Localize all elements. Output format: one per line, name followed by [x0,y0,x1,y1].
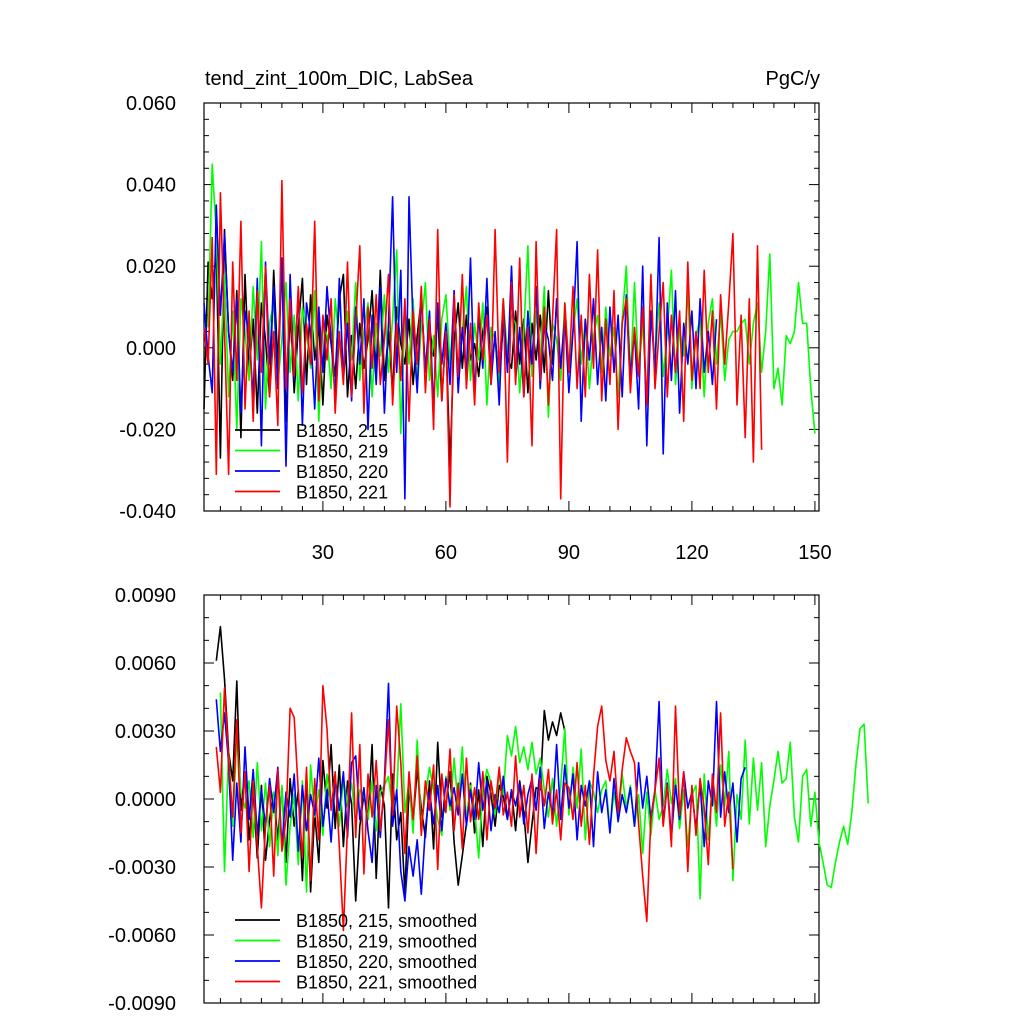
x-tick-label: 60 [435,542,457,564]
legend-label: B1850, 220 [296,462,388,482]
y-tick-label: 0.020 [126,256,176,278]
legend-label: B1850, 215, smoothed [296,911,477,931]
y-tick-label: 0.0060 [115,653,176,675]
x-tick-label: 150 [798,542,831,564]
x-tick-label: 30 [312,542,334,564]
x-tick-label: 120 [675,542,708,564]
top-panel: 30 60 90 120 150 -0.040 -0.020 0.000 0.020 0.040 0… [119,93,831,564]
legend-label: B1850, 219 [296,442,388,462]
y-tick-label: 0.060 [126,93,176,115]
series-line-4 [203,179,763,508]
legend-label: B1850, 221, smoothed [296,973,477,993]
y-tick-label: -0.0030 [108,857,176,879]
chart-title: tend_zint_100m_DIC, LabSea [205,68,474,90]
bottom-panel: -0.0090 -0.0060 -0.0030 0.0000 0.0030 0.0060 0… [108,585,869,1015]
legend-label: B1850, 219, smoothed [296,932,477,952]
y-tick-label: -0.0060 [108,925,176,947]
y-tick-label: 0.0090 [115,585,176,607]
legend-label: B1850, 215 [296,421,388,441]
y-tick-label: 0.040 [126,175,176,197]
legend-label: B1850, 220, smoothed [296,952,477,972]
y-tick-label: -0.040 [119,501,176,523]
x-tick-label: 90 [558,542,580,564]
y-tick-label: -0.020 [119,419,176,441]
y-tick-label: 0.0000 [115,789,176,811]
y-tick-label: 0.0030 [115,721,176,743]
chart-units: PgC/y [766,68,820,90]
y-tick-label: 0.000 [126,338,176,360]
series-line-4 [215,684,734,932]
y-tick-label: -0.0090 [108,993,176,1015]
legend-label: B1850, 221 [296,483,388,503]
series-line-2 [219,692,869,900]
